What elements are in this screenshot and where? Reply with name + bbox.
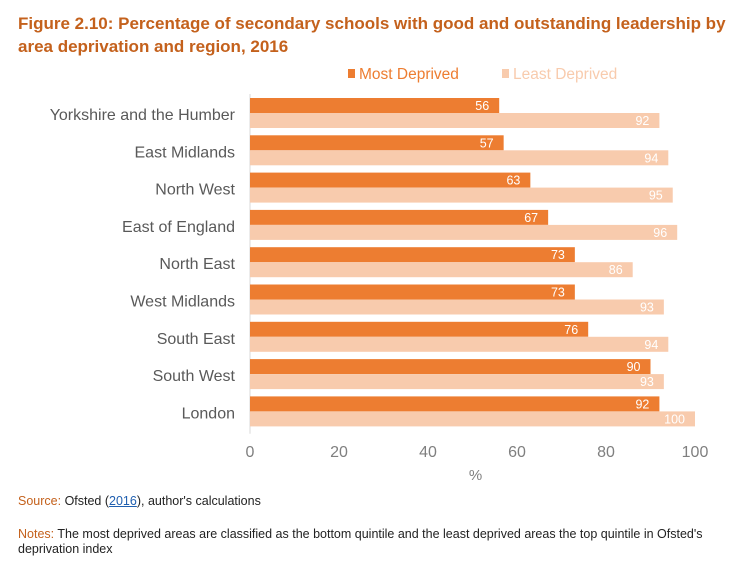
category-label: East Midlands — [135, 144, 236, 161]
data-label: 73 — [551, 286, 565, 300]
data-label: 95 — [649, 189, 663, 203]
data-label: 92 — [635, 114, 649, 128]
source-link[interactable]: 2016 — [109, 494, 137, 508]
bar-least-deprived — [250, 374, 664, 390]
x-axis-label: % — [469, 467, 482, 484]
x-tick-label: 0 — [246, 444, 255, 461]
bar-most-deprived — [250, 284, 575, 300]
category-label: North East — [159, 256, 235, 273]
notes-label: Notes: — [18, 527, 55, 541]
bar-most-deprived — [250, 98, 500, 113]
x-tick-label: 20 — [330, 444, 348, 461]
bar-least-deprived — [250, 299, 664, 315]
data-label: 100 — [664, 412, 685, 426]
category-label: Yorkshire and the Humber — [50, 107, 236, 124]
bar-most-deprived — [250, 247, 575, 263]
bar-most-deprived — [250, 172, 531, 188]
notes: Notes: The most deprived areas are class… — [18, 527, 738, 557]
category-label: South East — [157, 331, 236, 348]
data-label: 94 — [644, 151, 658, 165]
bar-most-deprived — [250, 359, 651, 375]
bar-least-deprived — [250, 113, 660, 128]
bar-most-deprived — [250, 396, 660, 412]
data-label: 93 — [640, 301, 654, 315]
source-text-before: Ofsted ( — [61, 494, 110, 508]
data-label: 67 — [524, 211, 538, 225]
bar-most-deprived — [250, 209, 549, 225]
bar-least-deprived — [250, 224, 678, 240]
legend-label-1: Most Deprived — [359, 66, 459, 83]
bar-least-deprived — [250, 336, 669, 352]
data-label: 93 — [640, 375, 654, 389]
bar-most-deprived — [250, 135, 504, 151]
data-label: 90 — [627, 360, 641, 374]
bar-least-deprived — [250, 150, 669, 166]
legend-label-2: Least Deprived — [513, 66, 617, 83]
data-label: 92 — [635, 397, 649, 411]
notes-text: The most deprived areas are classified a… — [18, 527, 703, 556]
source-text-after: ), author's calculations — [136, 494, 261, 508]
bar-least-deprived — [250, 187, 673, 203]
category-label: London — [182, 405, 235, 422]
data-label: 57 — [480, 136, 494, 150]
bar-chart: Most Deprived Least Deprived Yorkshire and… — [50, 66, 709, 484]
source-note: Source: Ofsted (2016), author's calculat… — [18, 494, 261, 508]
bar-least-deprived — [250, 411, 695, 427]
data-label: 94 — [644, 338, 658, 352]
legend-swatch-2 — [502, 69, 509, 78]
data-label: 76 — [564, 323, 578, 337]
x-tick-label: 40 — [419, 444, 437, 461]
data-label: 73 — [551, 248, 565, 262]
x-tick-label: 80 — [597, 444, 615, 461]
category-label: North West — [155, 182, 235, 199]
data-label: 96 — [653, 226, 667, 240]
category-label: South West — [153, 368, 236, 385]
bar-most-deprived — [250, 321, 589, 337]
legend-swatch-1 — [348, 69, 355, 78]
category-label: West Midlands — [130, 294, 235, 311]
x-tick-label: 60 — [508, 444, 526, 461]
data-label: 63 — [506, 174, 520, 188]
source-label: Source: — [18, 494, 62, 508]
data-label: 56 — [475, 99, 489, 113]
data-label: 86 — [609, 263, 623, 277]
bar-least-deprived — [250, 262, 633, 278]
category-label: East of England — [122, 219, 235, 236]
x-tick-label: 100 — [682, 444, 709, 461]
chart-title: Figure 2.10: Percentage of secondary sch… — [18, 14, 726, 56]
